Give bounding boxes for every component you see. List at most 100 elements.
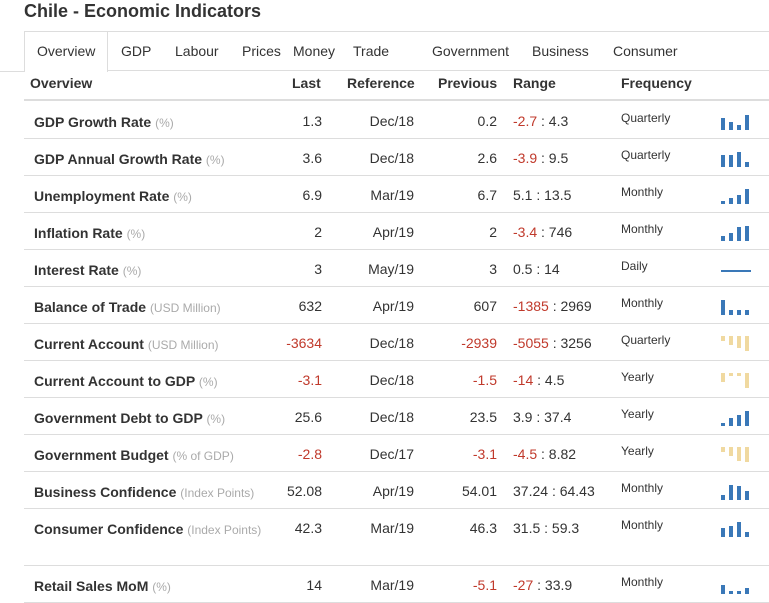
table-row: Current Account (USD Million) -3634 Dec/18… [24, 324, 769, 361]
range: 3.9 : 37.4 [513, 409, 571, 425]
frequency: Monthly [621, 185, 664, 199]
indicator-name: Retail Sales MoM (%) [34, 576, 266, 597]
indicator-link[interactable]: Inflation Rate [34, 225, 123, 241]
range-separator: : [536, 187, 541, 203]
indicator-unit: (%) [206, 412, 226, 426]
indicator-link[interactable]: GDP Growth Rate [34, 114, 152, 130]
indicator-link[interactable]: Business Confidence [34, 484, 177, 500]
range-separator: : [551, 483, 556, 499]
indicator-link[interactable]: Current Account [34, 336, 144, 352]
sparkline-chart[interactable] [721, 151, 751, 167]
indicator-link[interactable]: Balance of Trade [34, 299, 147, 315]
sparkline-chart[interactable] [721, 262, 751, 278]
last-value: 2 [314, 224, 322, 240]
tab-government[interactable]: Government [432, 43, 510, 59]
tab-prices[interactable]: Prices [242, 43, 281, 59]
sparkline-bar [729, 198, 733, 204]
previous-value: -5.1 [472, 577, 497, 593]
frequency: Yearly [621, 407, 654, 421]
tab-gdp[interactable]: GDP [121, 43, 152, 59]
reference-date: Dec/18 [369, 372, 414, 388]
sparkline-chart[interactable] [721, 188, 751, 204]
header-last[interactable]: Last [292, 75, 321, 91]
range-high: 3256 [560, 335, 592, 351]
sparkline-bar [745, 310, 749, 315]
indicator-link[interactable]: Government Budget [34, 447, 169, 463]
sparkline-bar [745, 491, 749, 500]
sparkline-bar [721, 336, 725, 341]
indicator-link[interactable]: GDP Annual Growth Rate [34, 151, 203, 167]
frequency: Monthly [621, 518, 664, 532]
sparkline-chart[interactable] [721, 336, 751, 352]
header-frequency[interactable]: Frequency [621, 75, 692, 91]
table-row: Government Debt to GDP (%) 25.6 Dec/18 23.5… [24, 398, 769, 435]
tab-bar: Overview GDP Labour Prices Money Trade Governm… [24, 31, 769, 72]
sparkline-bar [737, 336, 741, 348]
sparkline-bar [721, 423, 725, 426]
previous-value: 6.7 [477, 187, 497, 203]
sparkline-bar [721, 118, 725, 130]
range-high: 4.5 [544, 372, 565, 388]
sparkline-bar [729, 336, 733, 345]
sparkline-bar [729, 310, 733, 315]
range: 31.5 : 59.3 [513, 520, 579, 536]
tab-money[interactable]: Money [293, 43, 336, 59]
indicator-link[interactable]: Interest Rate [34, 262, 119, 278]
sparkline-chart[interactable] [721, 299, 751, 315]
range-separator: : [536, 409, 541, 425]
reference-date: Dec/18 [369, 113, 414, 129]
sparkline-chart[interactable] [721, 578, 751, 594]
tab-labour[interactable]: Labour [175, 43, 219, 59]
tab-trade[interactable]: Trade [353, 43, 390, 59]
last-value: -3634 [286, 335, 322, 351]
table-header: Overview Last Reference Previous Range F… [24, 70, 769, 101]
sparkline-chart[interactable] [721, 373, 751, 389]
indicator-link[interactable]: Government Debt to GDP [34, 410, 203, 426]
sparkline-chart[interactable] [721, 447, 751, 463]
tab-overview[interactable]: Overview [24, 32, 109, 72]
sparkline-bar [737, 486, 741, 500]
sparkline-bar [721, 155, 725, 167]
sparkline-chart[interactable] [721, 225, 751, 241]
sparkline-bar [729, 526, 733, 537]
sparkline-bar [737, 447, 741, 461]
sparkline-bar [737, 310, 741, 315]
sparkline-chart[interactable] [721, 410, 751, 426]
range: -27 : 33.9 [513, 577, 572, 593]
sparkline-bar [745, 226, 749, 241]
range-low: -4.5 [513, 446, 538, 462]
indicator-link[interactable]: Unemployment Rate [34, 188, 170, 204]
frequency: Monthly [621, 481, 664, 495]
last-value: -3.1 [297, 372, 322, 388]
range-low: -1385 [513, 298, 549, 314]
indicator-unit: (%) [155, 116, 174, 130]
indicator-link[interactable]: Consumer Confidence [34, 521, 184, 537]
range-high: 59.3 [551, 520, 580, 536]
previous-value: 3 [489, 261, 497, 277]
header-previous[interactable]: Previous [438, 75, 498, 91]
range: -2.7 : 4.3 [513, 113, 568, 129]
sparkline-chart[interactable] [721, 114, 751, 130]
sparkline-bar [721, 447, 725, 452]
sparkline-bar [737, 522, 741, 537]
indicator-link[interactable]: Current Account to GDP [34, 373, 196, 389]
range-separator: : [541, 446, 545, 462]
table-row: Inflation Rate (%) 2 Apr/19 2 -3.4 : 746 Mont… [24, 213, 769, 250]
range: -1385 : 2969 [513, 298, 592, 314]
sparkline-bar [745, 115, 749, 130]
tab-business[interactable]: Business [532, 43, 589, 59]
header-range[interactable]: Range [513, 75, 556, 91]
tab-consumer[interactable]: Consumer [613, 43, 678, 59]
range-separator: : [552, 298, 557, 314]
last-value: -2.8 [297, 446, 322, 462]
header-reference[interactable]: Reference [347, 75, 415, 91]
indicator-link[interactable]: Retail Sales MoM [34, 578, 149, 594]
range-separator: : [544, 520, 549, 536]
table-row: Interest Rate (%) 3 May/19 3 0.5 : 14 Daily [24, 250, 769, 287]
range: -5055 : 3256 [513, 335, 592, 351]
header-overview[interactable]: Overview [30, 75, 93, 91]
range-separator: : [541, 113, 545, 129]
range-high: 13.5 [544, 187, 572, 203]
sparkline-chart[interactable] [721, 484, 751, 500]
sparkline-chart[interactable] [721, 521, 751, 537]
